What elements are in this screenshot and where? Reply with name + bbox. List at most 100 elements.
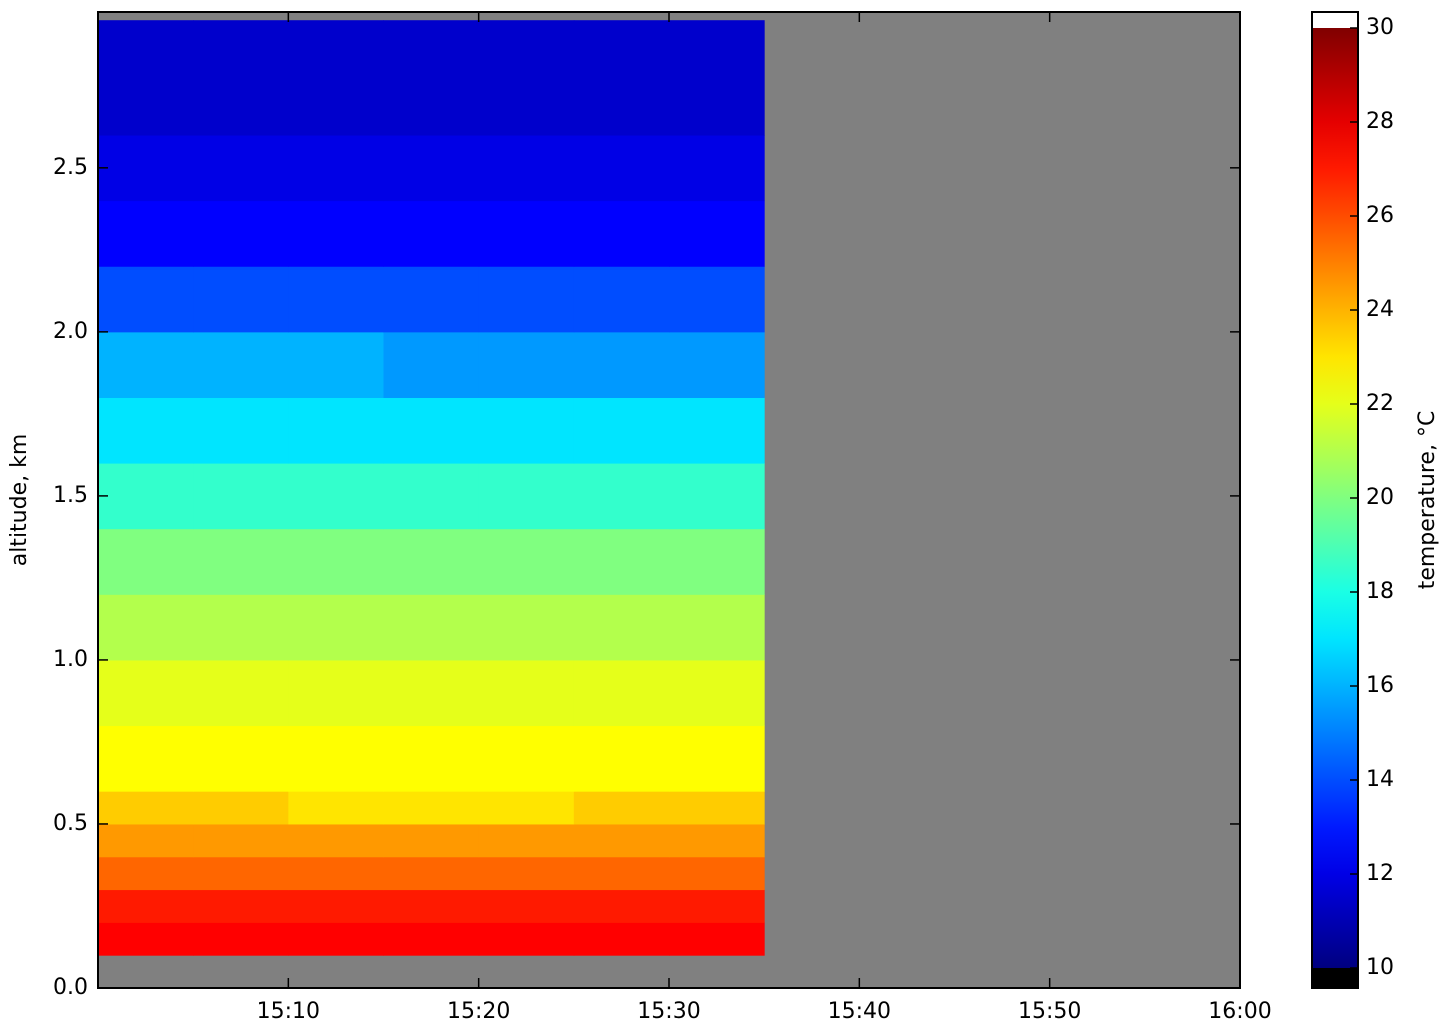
heatmap-cell xyxy=(478,725,575,792)
heatmap-cell xyxy=(383,725,480,792)
x-tick-label: 15:50 xyxy=(1018,999,1081,1024)
heatmap-cell xyxy=(288,922,384,956)
heatmap-cell xyxy=(288,397,384,464)
colorbar-tick-label: 20 xyxy=(1366,485,1394,510)
colorbar-tick-label: 16 xyxy=(1366,673,1394,698)
x-tick-label: 15:40 xyxy=(828,999,891,1024)
heatmap-cell xyxy=(288,331,384,398)
heatmap-cell xyxy=(383,823,480,858)
heatmap-cell xyxy=(669,266,765,333)
heatmap-cell xyxy=(669,463,765,530)
heatmap-cell xyxy=(288,823,384,858)
colorbar-tick-label: 24 xyxy=(1366,297,1394,322)
heatmap-cell xyxy=(669,20,765,136)
heatmap-cell xyxy=(669,725,765,792)
heatmap-cell xyxy=(478,922,575,956)
heatmap-cell xyxy=(98,397,194,464)
heatmap-cell xyxy=(193,331,289,398)
heatmap-cell xyxy=(573,725,670,792)
heatmap-cell xyxy=(98,594,194,661)
heatmap-cell xyxy=(478,856,575,891)
heatmap-cell xyxy=(478,823,575,858)
heatmap-cell xyxy=(288,791,384,825)
heatmap-cell xyxy=(288,463,384,530)
heatmap-cell xyxy=(98,889,194,923)
heatmap-cell xyxy=(383,791,480,825)
heatmap-cell xyxy=(193,856,289,891)
y-tick-label: 2.0 xyxy=(53,319,88,344)
heatmap-cell xyxy=(478,20,575,136)
heatmap-cell xyxy=(288,266,384,333)
heatmap-cell xyxy=(193,659,289,727)
y-tick-label: 0.0 xyxy=(53,975,88,1000)
heatmap-cell xyxy=(383,463,480,530)
heatmap-cell xyxy=(669,594,765,661)
heatmap-cell xyxy=(478,331,575,398)
heatmap-cell xyxy=(98,135,194,202)
heatmap-cell xyxy=(193,791,289,825)
heatmap-cell xyxy=(383,594,480,661)
heatmap-cell xyxy=(98,725,194,792)
heatmap-cell xyxy=(478,528,575,595)
heatmap-cell xyxy=(478,463,575,530)
y-axis-label: altitude, km xyxy=(7,434,32,567)
heatmap-cell xyxy=(573,856,670,891)
heatmap-cell xyxy=(98,463,194,530)
heatmap-cell xyxy=(193,200,289,267)
heatmap-cell xyxy=(383,135,480,202)
y-tick-label: 1.5 xyxy=(53,483,88,508)
heatmap-cell xyxy=(669,397,765,464)
heatmap-cell xyxy=(573,659,670,727)
x-tick-label: 16:00 xyxy=(1208,999,1271,1024)
colorbar-tick-label: 10 xyxy=(1366,955,1394,980)
heatmap-cell xyxy=(98,266,194,333)
heatmap-cell xyxy=(383,528,480,595)
heatmap-cell xyxy=(288,20,384,136)
heatmap-cell xyxy=(98,528,194,595)
heatmap-cell xyxy=(193,135,289,202)
heatmap-cell xyxy=(573,922,670,956)
heatmap-cell xyxy=(193,889,289,923)
y-tick-label: 0.5 xyxy=(53,811,88,836)
heatmap-cell xyxy=(193,266,289,333)
y-tick-label: 2.5 xyxy=(53,155,88,180)
heatmap-cell xyxy=(478,266,575,333)
heatmap-cell xyxy=(669,659,765,727)
heatmap-cell xyxy=(98,791,194,825)
heatmap-cell xyxy=(98,20,194,136)
heatmap-cell xyxy=(98,823,194,858)
heatmap-cell xyxy=(573,200,670,267)
heatmap-cell xyxy=(478,397,575,464)
x-tick-label: 15:10 xyxy=(257,999,320,1024)
heatmap-cell xyxy=(193,463,289,530)
heatmap-cell xyxy=(573,528,670,595)
heatmap-cell xyxy=(383,266,480,333)
heatmap-cell xyxy=(98,200,194,267)
heatmap-cell xyxy=(193,725,289,792)
heatmap-cell xyxy=(573,791,670,825)
heatmap-cell xyxy=(669,791,765,825)
heatmap-cell xyxy=(573,20,670,136)
heatmap-cell xyxy=(383,922,480,956)
heatmap-cell xyxy=(478,135,575,202)
heatmap-cell xyxy=(573,823,670,858)
colorbar-tick-label: 22 xyxy=(1366,391,1394,416)
heatmap-cell xyxy=(669,200,765,267)
heatmap-cell xyxy=(288,528,384,595)
colorbar-tick-label: 28 xyxy=(1366,109,1394,134)
heatmap-cell xyxy=(288,135,384,202)
heatmap-cell xyxy=(383,397,480,464)
heatmap-cell xyxy=(573,594,670,661)
heatmap-cell xyxy=(669,922,765,956)
heatmap-cell xyxy=(478,791,575,825)
heatmap-cell xyxy=(383,659,480,727)
heatmap-cell xyxy=(98,922,194,956)
heatmap-cell xyxy=(193,528,289,595)
heatmap-cell xyxy=(478,889,575,923)
colorbar-over xyxy=(1312,12,1358,28)
heatmap-cell xyxy=(98,659,194,727)
heatmap-cell xyxy=(98,856,194,891)
heatmap-cell xyxy=(288,889,384,923)
heatmap-cell xyxy=(383,856,480,891)
